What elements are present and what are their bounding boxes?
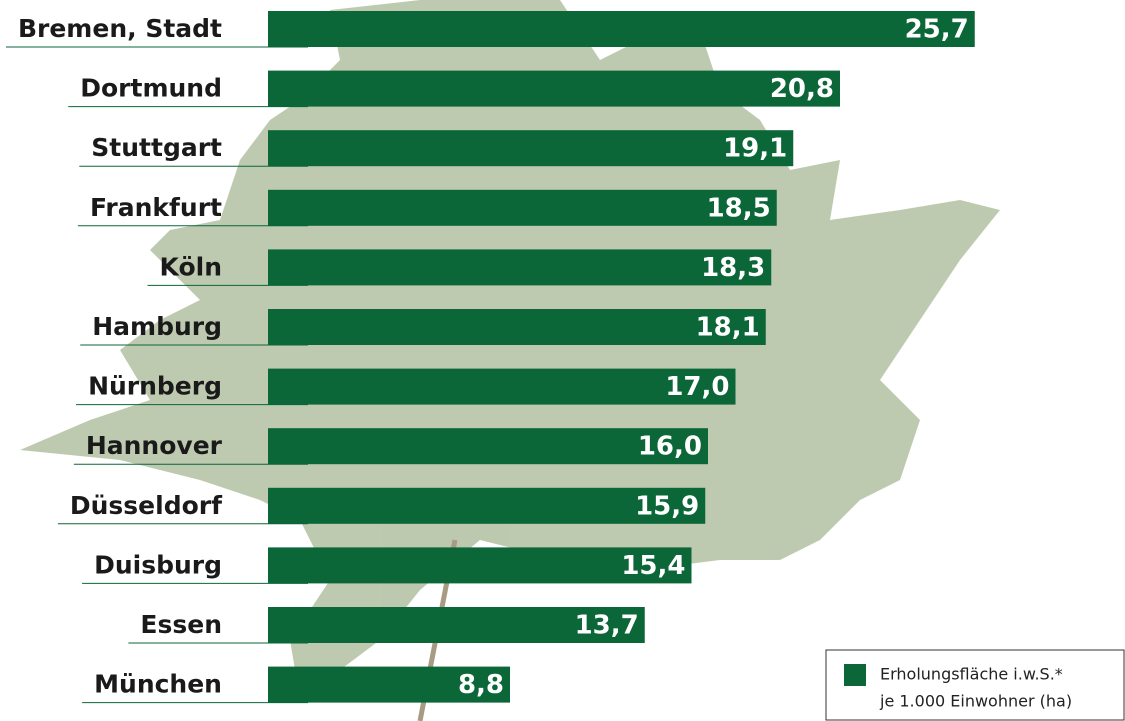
bar bbox=[268, 71, 840, 107]
value-label: 8,8 bbox=[458, 670, 504, 700]
value-label: 17,0 bbox=[665, 372, 729, 402]
value-label: 19,1 bbox=[723, 134, 787, 164]
category-label: Bremen, Stadt bbox=[18, 14, 222, 43]
value-label: 18,1 bbox=[696, 313, 760, 343]
category-label: Hannover bbox=[86, 431, 223, 460]
bar bbox=[268, 11, 975, 47]
category-label: Dortmund bbox=[80, 74, 222, 103]
bar bbox=[268, 130, 793, 166]
chart: Bremen, Stadt 25,7 Dortmund 20,8 Stuttgart 19… bbox=[0, 0, 1125, 721]
legend: Erholungsfläche i.w.S.* je 1.000 Einwohn… bbox=[826, 650, 1124, 720]
category-label: Nürnberg bbox=[88, 372, 222, 401]
legend-subtitle: je 1.000 Einwohner (ha) bbox=[879, 692, 1072, 711]
value-label: 13,7 bbox=[575, 611, 639, 641]
value-label: 25,7 bbox=[905, 15, 969, 45]
value-label: 20,8 bbox=[770, 74, 834, 104]
category-label: Stuttgart bbox=[91, 133, 222, 162]
legend-label: Erholungsfläche i.w.S.* bbox=[880, 665, 1063, 684]
value-label: 16,0 bbox=[638, 432, 702, 462]
category-label: München bbox=[94, 670, 222, 699]
category-label: Frankfurt bbox=[90, 193, 222, 222]
value-label: 18,5 bbox=[707, 193, 771, 223]
category-label: Duisburg bbox=[94, 550, 222, 579]
bar bbox=[268, 190, 777, 226]
category-label: Hamburg bbox=[92, 312, 222, 341]
category-label: Köln bbox=[160, 252, 222, 281]
category-label: Essen bbox=[140, 610, 222, 639]
legend-swatch bbox=[844, 664, 866, 686]
bar bbox=[268, 249, 771, 285]
value-label: 18,3 bbox=[701, 253, 765, 283]
value-label: 15,4 bbox=[621, 551, 685, 581]
category-label: Düsseldorf bbox=[70, 491, 223, 520]
bar bbox=[268, 309, 766, 345]
value-label: 15,9 bbox=[635, 491, 699, 521]
